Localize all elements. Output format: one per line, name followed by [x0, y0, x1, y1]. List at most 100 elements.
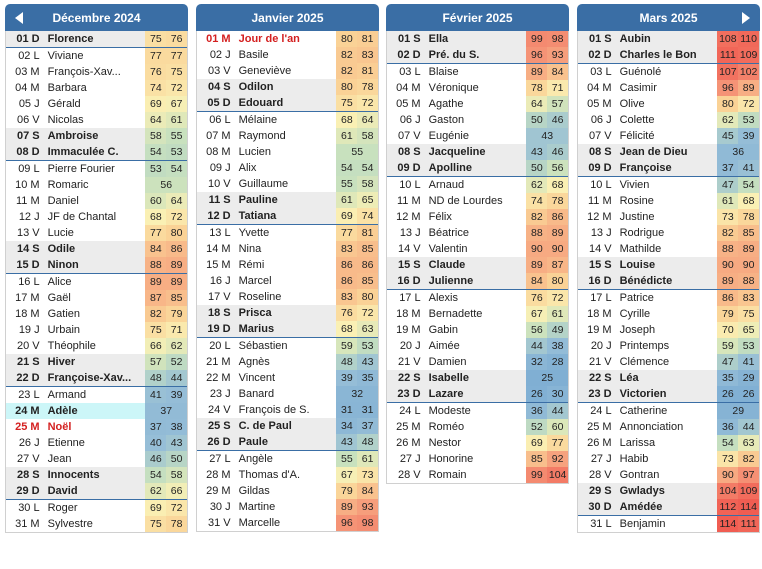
day-row[interactable]: 21 M Agnès 48 43	[197, 354, 379, 370]
day-row[interactable]: 25 M Noël 37 38	[6, 419, 188, 435]
day-row[interactable]: 03 L Blaise 89 84	[387, 64, 569, 80]
day-row[interactable]: 19 M Gabin 56 49	[387, 322, 569, 338]
day-row[interactable]: 23 J Banard 32	[197, 386, 378, 402]
day-row[interactable]: 07 V Eugénie 43	[387, 128, 568, 144]
day-row[interactable]: 02 D Charles le Bon 111 109	[578, 47, 760, 64]
day-row[interactable]: 29 M Gildas 79 84	[197, 483, 379, 499]
day-row[interactable]: 07 M Raymond 61 58	[197, 128, 379, 144]
day-row[interactable]: 22 M Vincent 39 35	[197, 370, 379, 386]
day-row[interactable]: 23 L Armand 41 39	[6, 387, 188, 403]
day-row[interactable]: 04 M Véronique 78 71	[387, 80, 569, 96]
day-row[interactable]: 26 M Larissa 54 63	[578, 435, 760, 451]
day-row[interactable]: 14 V Valentin 90 90	[387, 241, 569, 257]
day-row[interactable]: 01 S Ella 99 98	[387, 31, 569, 47]
day-row[interactable]: 11 S Pauline 61 65	[197, 192, 379, 208]
day-row[interactable]: 06 L Mélaine 68 64	[197, 112, 379, 128]
day-row[interactable]: 28 V Romain 99 104	[387, 467, 569, 483]
day-row[interactable]: 15 D Ninon 88 89	[6, 257, 188, 274]
day-row[interactable]: 24 L Modeste 36 44	[387, 403, 569, 419]
day-row[interactable]: 01 M Jour de l'an 80 81	[197, 31, 379, 47]
day-row[interactable]: 11 M ND de Lourdes 74 78	[387, 193, 569, 209]
day-row[interactable]: 28 V Gontran 90 97	[578, 467, 760, 483]
day-row[interactable]: 26 D Paule 43 48	[197, 434, 379, 451]
day-row[interactable]: 09 L Pierre Fourier 53 54	[6, 161, 188, 177]
day-row[interactable]: 09 J Alix 54 54	[197, 160, 379, 176]
day-row[interactable]: 08 S Jean de Dieu 36	[578, 144, 759, 160]
day-row[interactable]: 30 D Amédée 112 114	[578, 499, 760, 516]
day-row[interactable]: 17 L Patrice 86 83	[578, 290, 760, 306]
day-row[interactable]: 05 D Edouard 75 72	[197, 95, 379, 112]
next-month-button[interactable]	[734, 4, 758, 31]
day-row[interactable]: 12 J JF de Chantal 68 72	[6, 209, 188, 225]
day-row[interactable]: 20 J Printemps 59 53	[578, 338, 760, 354]
day-row[interactable]: 09 D Apolline 50 56	[387, 160, 569, 177]
day-row[interactable]: 18 S Prisca 76 72	[197, 305, 379, 321]
day-row[interactable]: 27 L Angèle 55 61	[197, 451, 379, 467]
day-row[interactable]: 05 M Agathe 64 57	[387, 96, 569, 112]
day-row[interactable]: 03 V Geneviève 82 81	[197, 63, 379, 79]
day-row[interactable]: 13 J Rodrigue 82 85	[578, 225, 760, 241]
day-row[interactable]: 16 D Julienne 84 80	[387, 273, 569, 290]
day-row[interactable]: 05 J Gérald 69 67	[6, 96, 188, 112]
day-row[interactable]: 16 L Alice 89 89	[6, 274, 188, 290]
day-row[interactable]: 10 L Vivien 47 54	[578, 177, 760, 193]
day-row[interactable]: 29 S Gwladys 104 109	[578, 483, 760, 499]
day-row[interactable]: 06 J Colette 62 53	[578, 112, 760, 128]
day-row[interactable]: 03 M François-Xav... 76 75	[6, 64, 188, 80]
day-row[interactable]: 14 M Nina 83 85	[197, 241, 379, 257]
day-row[interactable]: 29 D David 62 66	[6, 483, 188, 500]
day-row[interactable]: 13 V Lucie 77 80	[6, 225, 188, 241]
day-row[interactable]: 22 D Françoise-Xav... 48 44	[6, 370, 188, 387]
day-row[interactable]: 10 L Arnaud 62 68	[387, 177, 569, 193]
day-row[interactable]: 07 V Félicité 45 39	[578, 128, 760, 144]
day-row[interactable]: 02 L Viviane 77 77	[6, 48, 188, 64]
day-row[interactable]: 26 J Etienne 40 43	[6, 435, 188, 451]
day-row[interactable]: 06 V Nicolas 64 61	[6, 112, 188, 128]
day-row[interactable]: 08 D Immaculée C. 54 53	[6, 144, 188, 161]
day-row[interactable]: 30 J Martine 89 93	[197, 499, 379, 515]
day-row[interactable]: 22 S Isabelle 25	[387, 370, 568, 386]
day-row[interactable]: 27 J Habib 73 82	[578, 451, 760, 467]
day-row[interactable]: 27 J Honorine 85 92	[387, 451, 569, 467]
day-row[interactable]: 25 M Annonciation 36 44	[578, 419, 760, 435]
day-row[interactable]: 20 L Sébastien 59 53	[197, 338, 379, 354]
day-row[interactable]: 27 V Jean 46 50	[6, 451, 188, 467]
day-row[interactable]: 08 M Lucien 55	[197, 144, 378, 160]
day-row[interactable]: 18 M Cyrille 79 75	[578, 306, 760, 322]
day-row[interactable]: 23 D Lazare 26 30	[387, 386, 569, 403]
day-row[interactable]: 04 S Odilon 80 78	[197, 79, 379, 95]
day-row[interactable]: 23 D Victorien 26 26	[578, 386, 760, 403]
day-row[interactable]: 01 D Florence 75 76	[6, 31, 188, 48]
day-row[interactable]: 06 J Gaston 50 46	[387, 112, 569, 128]
day-row[interactable]: 26 M Nestor 69 77	[387, 435, 569, 451]
day-row[interactable]: 20 J Aimée 44 38	[387, 338, 569, 354]
day-row[interactable]: 25 M Roméo 52 60	[387, 419, 569, 435]
day-row[interactable]: 15 S Claude 89 87	[387, 257, 569, 273]
day-row[interactable]: 21 V Clémence 47 41	[578, 354, 760, 370]
day-row[interactable]: 13 L Yvette 77 81	[197, 225, 379, 241]
day-row[interactable]: 24 M Adèle 37	[6, 403, 187, 419]
day-row[interactable]: 24 V François de S. 31 31	[197, 402, 379, 418]
day-row[interactable]: 11 M Daniel 60 64	[6, 193, 188, 209]
day-row[interactable]: 17 M Gaël 87 85	[6, 290, 188, 306]
day-row[interactable]: 01 S Aubin 108 110	[578, 31, 760, 47]
day-row[interactable]: 11 M Rosine 61 68	[578, 193, 760, 209]
day-row[interactable]: 18 M Bernadette 67 61	[387, 306, 569, 322]
day-row[interactable]: 05 M Olive 80 72	[578, 96, 760, 112]
day-row[interactable]: 12 D Tatiana 69 74	[197, 208, 379, 225]
day-row[interactable]: 19 D Marius 68 63	[197, 321, 379, 338]
day-row[interactable]: 02 J Basile 82 83	[197, 47, 379, 63]
day-row[interactable]: 12 M Justine 73 78	[578, 209, 760, 225]
day-row[interactable]: 20 V Théophile 66 62	[6, 338, 188, 354]
day-row[interactable]: 02 D Pré. du S. 96 93	[387, 47, 569, 64]
day-row[interactable]: 04 M Casimir 96 89	[578, 80, 760, 96]
day-row[interactable]: 31 V Marcelle 96 98	[197, 515, 379, 531]
day-row[interactable]: 07 S Ambroise 58 55	[6, 128, 188, 144]
day-row[interactable]: 21 V Damien 32 28	[387, 354, 569, 370]
day-row[interactable]: 18 M Gatien 82 79	[6, 306, 188, 322]
day-row[interactable]: 08 S Jacqueline 43 46	[387, 144, 569, 160]
day-row[interactable]: 30 L Roger 69 72	[6, 500, 188, 516]
day-row[interactable]: 24 L Catherine 29	[578, 403, 759, 419]
day-row[interactable]: 13 J Béatrice 88 89	[387, 225, 569, 241]
day-row[interactable]: 15 M Rémi 86 86	[197, 257, 379, 273]
